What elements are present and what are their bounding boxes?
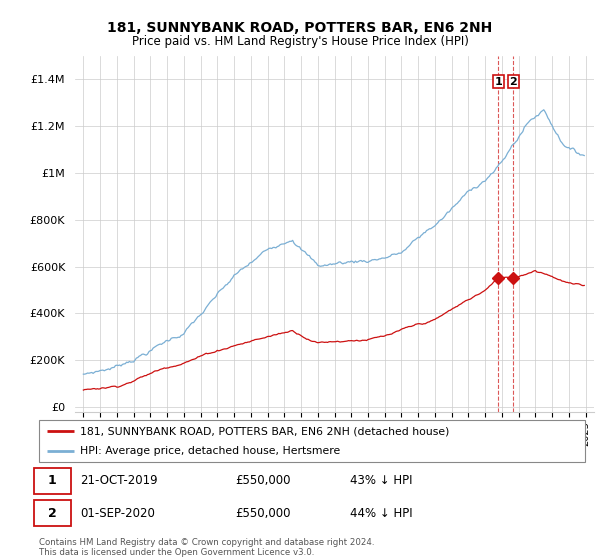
- Text: 44% ↓ HPI: 44% ↓ HPI: [350, 507, 413, 520]
- Text: £550,000: £550,000: [236, 474, 291, 487]
- Text: Price paid vs. HM Land Registry's House Price Index (HPI): Price paid vs. HM Land Registry's House …: [131, 35, 469, 48]
- Text: £550,000: £550,000: [236, 507, 291, 520]
- Text: 181, SUNNYBANK ROAD, POTTERS BAR, EN6 2NH: 181, SUNNYBANK ROAD, POTTERS BAR, EN6 2N…: [107, 21, 493, 35]
- Text: 1: 1: [48, 474, 56, 487]
- FancyBboxPatch shape: [34, 468, 71, 494]
- Text: 21-OCT-2019: 21-OCT-2019: [80, 474, 158, 487]
- Text: 43% ↓ HPI: 43% ↓ HPI: [350, 474, 413, 487]
- Text: 01-SEP-2020: 01-SEP-2020: [80, 507, 155, 520]
- Text: 181, SUNNYBANK ROAD, POTTERS BAR, EN6 2NH (detached house): 181, SUNNYBANK ROAD, POTTERS BAR, EN6 2N…: [80, 426, 449, 436]
- Text: Contains HM Land Registry data © Crown copyright and database right 2024.
This d: Contains HM Land Registry data © Crown c…: [39, 538, 374, 557]
- FancyBboxPatch shape: [34, 500, 71, 526]
- FancyBboxPatch shape: [39, 420, 585, 462]
- Text: 2: 2: [48, 507, 56, 520]
- Text: 2: 2: [509, 77, 517, 87]
- Text: 1: 1: [494, 77, 502, 87]
- Text: HPI: Average price, detached house, Hertsmere: HPI: Average price, detached house, Hert…: [80, 446, 340, 456]
